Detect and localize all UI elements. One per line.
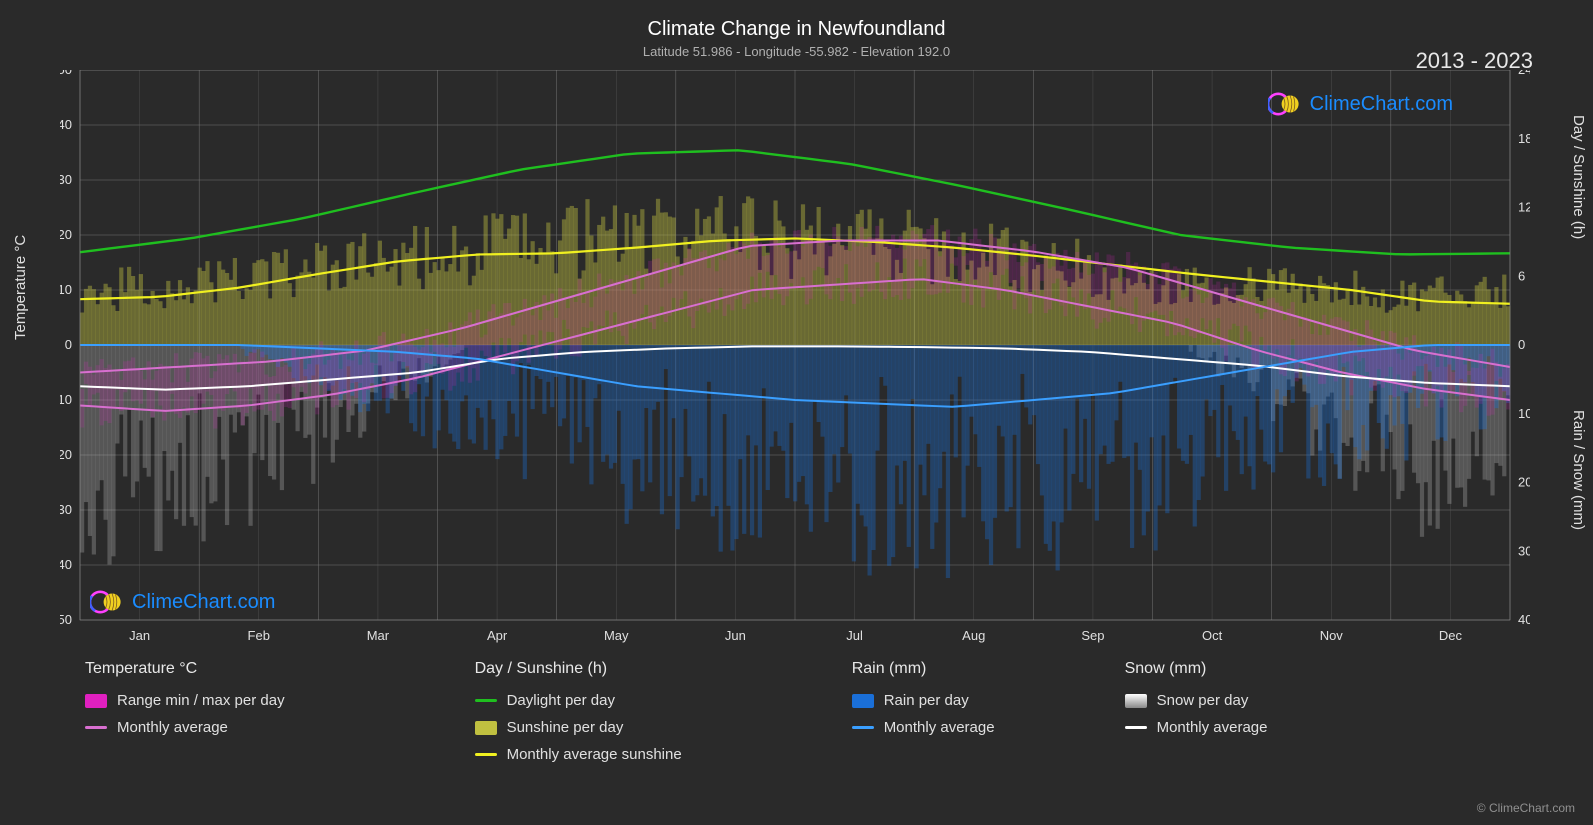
legend-snow-perday-label: Snow per day	[1157, 692, 1249, 709]
svg-text:40: 40	[60, 117, 72, 132]
y-axis-left-label: Temperature °C	[12, 235, 29, 340]
legend-col-snow: Snow (mm) Snow per day Monthly average	[1125, 660, 1268, 763]
sunshine-swatch	[475, 721, 497, 735]
svg-text:20: 20	[60, 227, 72, 242]
legend-day-header: Day / Sunshine (h)	[475, 660, 682, 678]
svg-text:6: 6	[1518, 268, 1525, 283]
legend-rain-perday: Rain per day	[852, 692, 995, 709]
svg-text:30: 30	[1518, 543, 1530, 558]
legend-col-temp: Temperature °C Range min / max per day M…	[85, 660, 285, 763]
svg-text:50: 50	[60, 70, 72, 77]
y-axis-right-top-label: Day / Sunshine (h)	[1570, 115, 1587, 239]
svg-text:12: 12	[1518, 200, 1530, 215]
svg-text:Dec: Dec	[1439, 628, 1463, 643]
watermark-logo-top: ClimeChart.com	[1268, 90, 1453, 118]
svg-text:Jun: Jun	[725, 628, 746, 643]
legend-sunshine: Sunshine per day	[475, 719, 682, 736]
legend-sunshine-avg: Monthly average sunshine	[475, 746, 682, 763]
snow-swatch	[1125, 694, 1147, 708]
legend-snow-perday: Snow per day	[1125, 692, 1268, 709]
legend-sunshine-label: Sunshine per day	[507, 719, 624, 736]
copyright: © ClimeChart.com	[1477, 801, 1575, 815]
legend-rain-avg: Monthly average	[852, 719, 995, 736]
svg-text:30: 30	[60, 172, 72, 187]
svg-text:-40: -40	[60, 557, 72, 572]
watermark-logo-bottom: ClimeChart.com	[90, 588, 275, 616]
svg-text:Sep: Sep	[1081, 628, 1104, 643]
svg-text:24: 24	[1518, 70, 1530, 77]
svg-text:Feb: Feb	[248, 628, 270, 643]
svg-text:-50: -50	[60, 612, 72, 627]
temp-avg-swatch	[85, 726, 107, 729]
legend-daylight-label: Daylight per day	[507, 692, 615, 709]
rain-avg-swatch	[852, 726, 874, 729]
svg-text:-30: -30	[60, 502, 72, 517]
legend-sunshine-avg-label: Monthly average sunshine	[507, 746, 682, 763]
svg-text:Jul: Jul	[846, 628, 863, 643]
chart-subtitle: Latitude 51.986 - Longitude -55.982 - El…	[0, 44, 1593, 59]
svg-text:20: 20	[1518, 475, 1530, 490]
legend-rain-perday-label: Rain per day	[884, 692, 969, 709]
legend-col-day: Day / Sunshine (h) Daylight per day Suns…	[475, 660, 682, 763]
svg-text:Aug: Aug	[962, 628, 985, 643]
chart-title: Climate Change in Newfoundland	[0, 18, 1593, 41]
svg-text:10: 10	[1518, 406, 1530, 421]
legend-snow-avg: Monthly average	[1125, 719, 1268, 736]
watermark-text: ClimeChart.com	[1310, 93, 1453, 116]
svg-text:Oct: Oct	[1202, 628, 1223, 643]
svg-text:Mar: Mar	[367, 628, 390, 643]
rain-swatch	[852, 694, 874, 708]
svg-text:0: 0	[1518, 337, 1525, 352]
y-axis-right-bottom-label: Rain / Snow (mm)	[1570, 410, 1587, 530]
legend-temp-header: Temperature °C	[85, 660, 285, 678]
legend-col-rain: Rain (mm) Rain per day Monthly average	[852, 660, 995, 763]
legend-temp-avg: Monthly average	[85, 719, 285, 736]
legend-daylight: Daylight per day	[475, 692, 682, 709]
legend: Temperature °C Range min / max per day M…	[85, 660, 1268, 763]
svg-text:-10: -10	[60, 392, 72, 407]
snow-avg-swatch	[1125, 726, 1147, 729]
legend-temp-avg-label: Monthly average	[117, 719, 228, 736]
svg-text:40: 40	[1518, 612, 1530, 627]
daylight-swatch	[475, 699, 497, 702]
svg-text:10: 10	[60, 282, 72, 297]
watermark-text: ClimeChart.com	[132, 591, 275, 614]
svg-text:-20: -20	[60, 447, 72, 462]
svg-text:18: 18	[1518, 131, 1530, 146]
legend-snow-header: Snow (mm)	[1125, 660, 1268, 678]
chart-plot-area: 50403020100-10-20-30-40-5024181260102030…	[60, 70, 1530, 620]
legend-snow-avg-label: Monthly average	[1157, 719, 1268, 736]
svg-text:Jan: Jan	[129, 628, 150, 643]
legend-rain-avg-label: Monthly average	[884, 719, 995, 736]
svg-text:0: 0	[65, 337, 72, 352]
legend-temp-range-label: Range min / max per day	[117, 692, 285, 709]
sunshine-avg-swatch	[475, 753, 497, 756]
temp-range-swatch	[85, 694, 107, 708]
svg-text:Apr: Apr	[487, 628, 508, 643]
legend-rain-header: Rain (mm)	[852, 660, 995, 678]
legend-temp-range: Range min / max per day	[85, 692, 285, 709]
svg-text:Nov: Nov	[1320, 628, 1344, 643]
svg-text:May: May	[604, 628, 629, 643]
